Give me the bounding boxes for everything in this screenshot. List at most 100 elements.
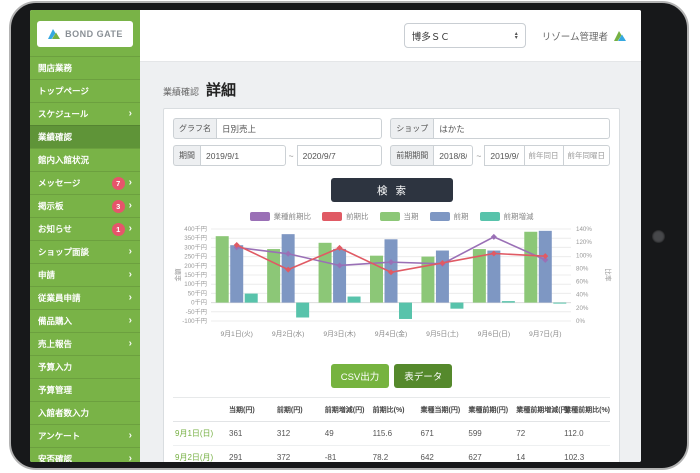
results-table: 当期(円) 前期(円) 前期増減(円) 前期比(%) 業種当期(円) 業種前期(円) 業種前… [173, 397, 610, 462]
screen: BOND GATE 開店業務 トップページ スケジュール › 業績確認館内入館状況メッセ… [30, 10, 641, 462]
date-link[interactable]: 9月2日(月) [175, 453, 214, 462]
legend-swatch [379, 212, 400, 221]
svg-text:9月2日(水): 9月2日(水) [272, 329, 304, 338]
sidebar-item[interactable]: 掲示板 3 › [30, 194, 140, 217]
date-cell: 9月2日(月) [173, 445, 227, 462]
camera-icon [652, 230, 665, 243]
svg-text:金額: 金額 [173, 268, 182, 282]
sidebar-item-label: 業績確認 [38, 132, 73, 142]
search-button[interactable]: 検索 [330, 178, 453, 202]
value-cell: 102.3 [562, 445, 610, 462]
legend-item: 当期 [379, 211, 419, 222]
svg-text:300千円: 300千円 [184, 243, 207, 251]
sidebar-item[interactable]: 備品購入 › [30, 309, 140, 332]
breadcrumb: 業績確認 [163, 87, 200, 97]
sidebar-item[interactable]: 入館者数入力 [30, 401, 140, 424]
sidebar-item-label: 予算管理 [38, 385, 73, 395]
sidebar-item[interactable]: トップページ [30, 79, 140, 102]
sidebar-item-label: 従業員申請 [38, 293, 81, 303]
svg-text:比率: 比率 [604, 269, 612, 283]
legend-item: 業種前期比 [249, 211, 311, 222]
csv-export-button[interactable]: CSV出力 [330, 364, 390, 388]
table-data-button[interactable]: 表データ [394, 364, 453, 388]
column-header: 当期(円) [227, 397, 275, 422]
column-header: 業種前期増減(円) [514, 397, 570, 422]
sidebar-item-label: 予算入力 [38, 362, 73, 372]
shop-label: ショップ [390, 118, 434, 139]
value-cell: 291 [227, 445, 275, 462]
svg-text:60%: 60% [576, 279, 589, 286]
value-cell: 361 [227, 421, 275, 446]
sidebar-item[interactable]: 申請 › [30, 263, 140, 286]
chevron-right-icon: › [128, 200, 132, 211]
value-cell: 372 [274, 445, 323, 462]
bondgate-logo-icon [48, 29, 61, 39]
legend-swatch [429, 212, 450, 221]
sidebar-item[interactable]: アンケート › [30, 424, 140, 447]
chevron-right-icon: › [128, 108, 132, 119]
notification-badge: 3 [111, 199, 125, 213]
user-menu[interactable]: リゾーム管理者 [542, 29, 627, 43]
legend-swatch [322, 212, 342, 221]
svg-text:150千円: 150千円 [184, 271, 207, 279]
sidebar-item[interactable]: 館内入館状況 [30, 148, 140, 171]
prev-period-to-input[interactable] [484, 145, 525, 166]
svg-text:80%: 80% [576, 265, 589, 272]
svg-text:0%: 0% [576, 318, 585, 325]
graph-name-label: グラフ名 [173, 118, 216, 139]
value-cell: 115.6 [370, 421, 419, 446]
svg-text:140%: 140% [576, 226, 592, 233]
period-from-input[interactable] [200, 145, 286, 166]
tablet-frame: BOND GATE 開店業務 トップページ スケジュール › 業績確認館内入館状況メッセ… [9, 1, 689, 470]
sidebar-item[interactable]: 従業員申請 › [30, 286, 140, 309]
chevron-right-icon: › [128, 430, 132, 441]
chevron-right-icon: › [128, 292, 132, 303]
sidebar-item[interactable]: メッセージ 7 › [30, 171, 140, 194]
table-row: 9月2日(月) 291 372 -81 78.2 642 627 14 102.3 [173, 445, 610, 462]
sidebar-item[interactable]: 予算管理 [30, 378, 140, 401]
legend-item: 前期増減 [479, 211, 534, 222]
sidebar-item[interactable]: お知らせ 1 › [30, 217, 140, 240]
sidebar-item[interactable]: 予算入力 [30, 355, 140, 378]
sidebar-item[interactable]: ショップ面談 › [30, 240, 140, 263]
sidebar-item[interactable]: 開店業務 [30, 56, 140, 79]
value-cell: 671 [418, 421, 467, 446]
sidebar-item[interactable]: スケジュール › [30, 102, 140, 125]
sidebar-item[interactable]: 安否確認 › [30, 447, 140, 462]
graph-name-input[interactable] [216, 118, 383, 139]
value-cell: 627 [466, 445, 515, 462]
value-cell: 78.2 [370, 445, 419, 462]
notification-badge: 7 [111, 176, 125, 190]
sidebar-item-label: お知らせ [38, 224, 72, 234]
shop-select[interactable]: 博多ＳＣ ▴ ▾ [403, 23, 526, 48]
svg-text:40%: 40% [576, 292, 589, 299]
chevron-right-icon: › [128, 177, 132, 188]
detail-panel: グラフ名 ショップ 期間 ~ 前期期間 [163, 108, 620, 462]
prev-year-same-day-button[interactable]: 前年同日 [523, 145, 564, 166]
page-title-text: 詳細 [206, 82, 237, 99]
svg-text:100%: 100% [576, 252, 592, 259]
logo-text: BOND GATE [65, 29, 123, 39]
prev-year-same-weekday-button[interactable]: 前年同曜日 [562, 145, 611, 166]
column-header: 業種当期(円) [418, 397, 467, 422]
shop-input[interactable] [433, 118, 610, 139]
tilde-separator: ~ [288, 150, 294, 161]
chevron-right-icon: › [128, 453, 132, 463]
legend-swatch [479, 212, 500, 221]
sidebar-item[interactable]: 業績確認 [30, 125, 140, 148]
value-cell: 642 [418, 445, 467, 462]
column-header: 業種前期比(%) [562, 397, 610, 422]
value-cell: 312 [274, 421, 323, 446]
sidebar-item[interactable]: 売上報告 › [30, 332, 140, 355]
period-to-input[interactable] [296, 145, 383, 166]
user-logo-icon [614, 30, 626, 41]
svg-text:9月5日(土): 9月5日(土) [426, 329, 458, 338]
svg-text:20%: 20% [576, 305, 589, 312]
app-logo[interactable]: BOND GATE [37, 21, 133, 47]
date-link[interactable]: 9月1日(日) [175, 429, 214, 438]
sidebar-item-label: 館内入館状況 [38, 155, 90, 165]
sidebar-item-label: 売上報告 [38, 339, 73, 349]
prev-period-from-input[interactable] [433, 145, 474, 166]
value-cell: 14 [514, 445, 563, 462]
filter-form: グラフ名 ショップ 期間 ~ 前期期間 [173, 118, 611, 166]
